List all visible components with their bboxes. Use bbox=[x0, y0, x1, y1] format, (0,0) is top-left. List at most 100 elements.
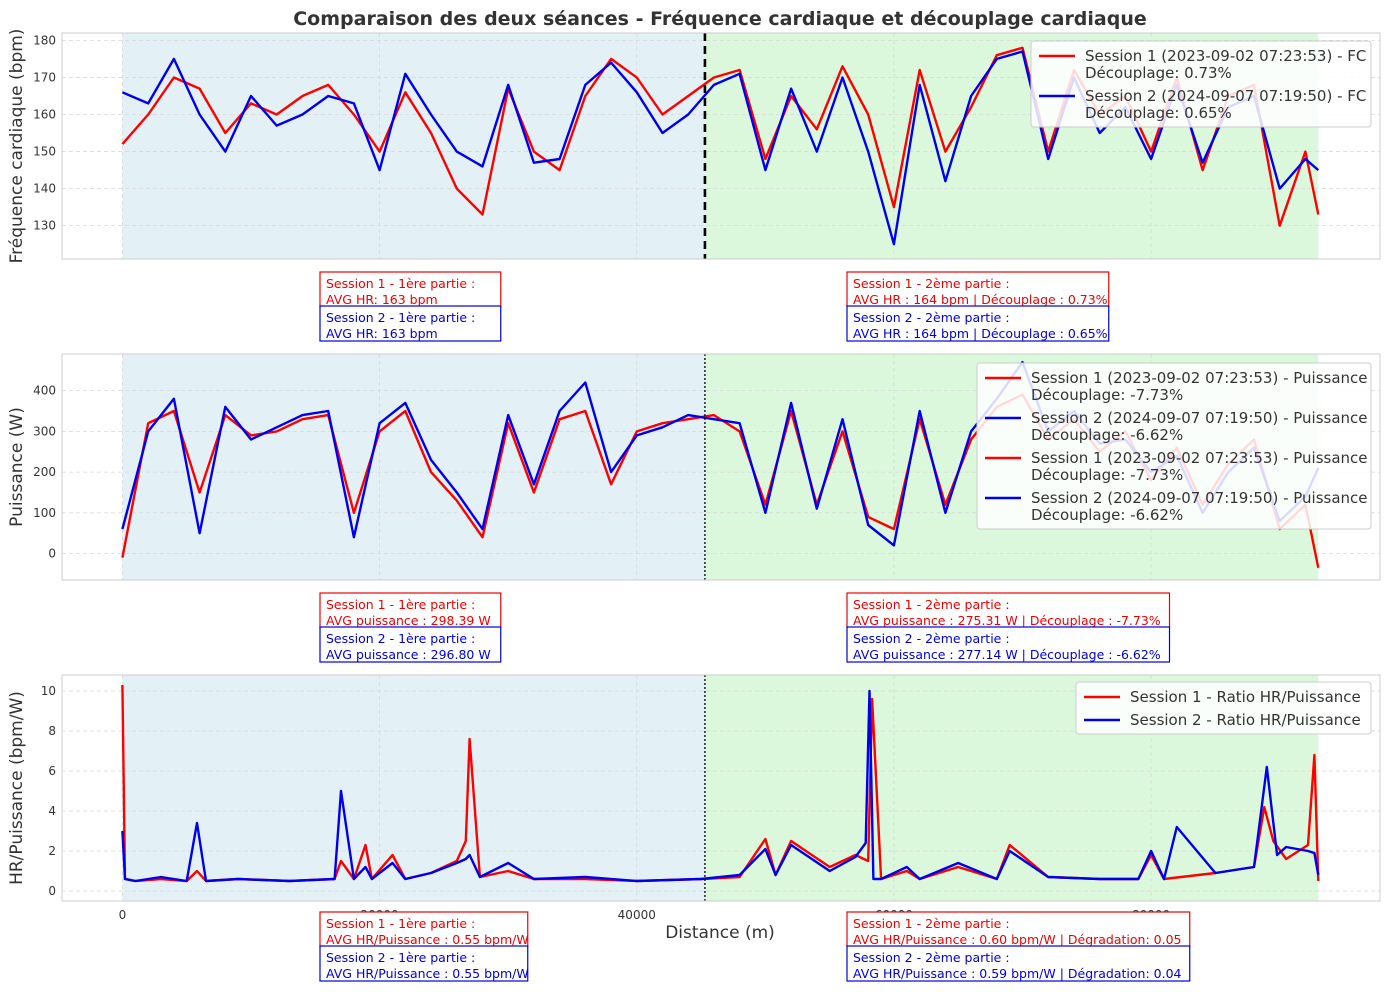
ratio-legend: Session 1 - Ratio HR/Puissance Session 2 … bbox=[1075, 681, 1372, 735]
figure-title: Comparaison des deux séances - Fréquence… bbox=[293, 8, 1147, 30]
power-y-tick-label: 300 bbox=[33, 424, 56, 438]
power-legend: Session 1 (2023-09-02 07:23:53) - Puissa… bbox=[976, 362, 1372, 530]
hr-legend-label-2: Découplage: 0.65% bbox=[1085, 104, 1232, 122]
hr-annotation-box bbox=[319, 305, 502, 342]
hr-annotation-s2-first: Session 2 - 1ère partie :AVG HR: 163 bpm bbox=[319, 305, 502, 342]
ratio-annotation-text: Session 1 - 2ème partie : bbox=[853, 916, 1010, 931]
ratio-annotation-box bbox=[846, 911, 1191, 948]
power-annotation-text: Session 2 - 2ème partie : bbox=[853, 631, 1010, 646]
ratio-legend-label-2: Session 2 - Ratio HR/Puissance bbox=[1130, 711, 1361, 729]
power-axes-frame bbox=[61, 353, 1381, 581]
ratio-annotation-box bbox=[846, 945, 1191, 982]
power-annotation-s2-first: Session 2 - 1ère partie :AVG puissance :… bbox=[319, 626, 502, 663]
ratio-legend-label-1: Session 1 - Ratio HR/Puissance bbox=[1130, 688, 1361, 706]
hr-y-axis-label: Fréquence cardiaque (bpm) bbox=[7, 29, 27, 264]
ratio-first-half-region bbox=[122, 675, 705, 901]
hr-annotation-text: Session 2 - 2ème partie : bbox=[853, 310, 1010, 325]
power-legend-label-4: Session 2 (2024-09-07 07:19:50) - Puissa… bbox=[1031, 489, 1368, 507]
ratio-y-tick-label: 8 bbox=[48, 724, 56, 738]
hr-axes-frame bbox=[61, 32, 1381, 260]
hr-annotation-text: AVG HR: 163 bpm bbox=[326, 292, 438, 307]
ratio-y-tick-label: 0 bbox=[48, 884, 56, 898]
power-panel: 0 100 200 300 400 Puissance (W) Session 1 (202… bbox=[7, 353, 1381, 663]
hr-y-tick-label: 130 bbox=[33, 219, 56, 233]
hr-annotation-text: AVG HR: 163 bpm bbox=[326, 326, 438, 341]
power-annotation-box bbox=[846, 592, 1171, 629]
ratio-annotation-text: Session 2 - 2ème partie : bbox=[853, 950, 1010, 965]
hr-panel: 130 140 150 160 170 180 Fréquence cardiaque (b… bbox=[7, 29, 1381, 342]
hr-legend-label-2: Session 2 (2024-09-07 07:19:50) - FC bbox=[1085, 87, 1366, 105]
power-annotation-box bbox=[319, 626, 502, 663]
power-legend-box bbox=[976, 362, 1372, 530]
hr-annotation-text: AVG HR : 164 bpm | Découplage : 0.65% bbox=[853, 326, 1108, 341]
hr-annotation-text: AVG HR : 164 bpm | Découplage : 0.73% bbox=[853, 292, 1108, 307]
ratio-y-tick-label: 4 bbox=[48, 804, 56, 818]
hr-y-tick-label: 180 bbox=[33, 33, 56, 47]
hr-y-tick-label: 150 bbox=[33, 145, 56, 159]
power-annotation-text: AVG puissance : 296.80 W bbox=[326, 647, 491, 662]
ratio-legend-box bbox=[1075, 681, 1372, 735]
power-legend-label-4: Découplage: -6.62% bbox=[1031, 506, 1183, 524]
hr-annotation-s1-second: Session 1 - 2ème partie :AVG HR : 164 bp… bbox=[846, 271, 1110, 308]
hr-legend-label-1: Session 1 (2023-09-02 07:23:53) - FC bbox=[1085, 47, 1366, 65]
hr-annotation-text: Session 1 - 1ère partie : bbox=[326, 276, 475, 291]
power-annotation-text: Session 1 - 1ère partie : bbox=[326, 597, 475, 612]
hr-first-half-region bbox=[122, 33, 705, 259]
power-legend-label-3: Découplage: -7.73% bbox=[1031, 466, 1183, 484]
ratio-panel: 0246810020000400006000080000HR/Puissance… bbox=[7, 674, 1381, 982]
power-annotation-text: Session 1 - 2ème partie : bbox=[853, 597, 1010, 612]
hr-legend-box bbox=[1030, 40, 1372, 128]
ratio-annotation-text: Session 2 - 1ère partie : bbox=[326, 950, 475, 965]
hr-legend-label-1: Découplage: 0.73% bbox=[1085, 64, 1232, 82]
hr-y-tick-label: 140 bbox=[33, 182, 56, 196]
power-legend-label-2: Découplage: -6.62% bbox=[1031, 426, 1183, 444]
power-annotation-text: AVG puissance : 275.31 W | Découplage : … bbox=[853, 613, 1161, 628]
power-legend-label-1: Découplage: -7.73% bbox=[1031, 386, 1183, 404]
hr-y-tick-label: 160 bbox=[33, 108, 56, 122]
hr-annotation-text: Session 2 - 1ère partie : bbox=[326, 310, 475, 325]
hr-legend: Session 1 (2023-09-02 07:23:53) - FCDéco… bbox=[1030, 40, 1372, 128]
hr-y-tick-label: 170 bbox=[33, 70, 56, 84]
ratio-annotation-text: AVG HR/Puissance : 0.55 bpm/W bbox=[326, 932, 529, 947]
ratio-annotation-s2-second: Session 2 - 2ème partie :AVG HR/Puissanc… bbox=[846, 945, 1191, 982]
ratio-y-tick-label: 2 bbox=[48, 844, 56, 858]
ratio-annotation-box bbox=[319, 911, 529, 948]
ratio-annotation-s2-first: Session 2 - 1ère partie :AVG HR/Puissanc… bbox=[319, 945, 529, 982]
ratio-y-axis-label: HR/Puissance (bpm/W) bbox=[7, 691, 27, 885]
ratio-y-tick-label: 6 bbox=[48, 764, 56, 778]
ratio-annotation-s1-first: Session 1 - 1ère partie :AVG HR/Puissanc… bbox=[319, 911, 529, 948]
power-y-tick-label: 200 bbox=[33, 465, 56, 479]
power-legend-label-3: Session 1 (2023-09-02 07:23:53) - Puissa… bbox=[1031, 449, 1368, 467]
ratio-series-group bbox=[121, 684, 1320, 883]
power-annotation-s1-second: Session 1 - 2ème partie :AVG puissance :… bbox=[846, 592, 1171, 629]
ratio-x-tick-label: 40000 bbox=[618, 908, 656, 922]
power-y-tick-label: 100 bbox=[33, 506, 56, 520]
power-annotation-s2-second: Session 2 - 2ème partie :AVG puissance :… bbox=[846, 626, 1171, 663]
hr-annotation-s2-second: Session 2 - 2ème partie :AVG HR : 164 bp… bbox=[846, 305, 1110, 342]
ratio-y-tick-label: 10 bbox=[41, 684, 56, 698]
power-annotation-text: AVG puissance : 277.14 W | Découplage : … bbox=[853, 647, 1161, 662]
ratio-series-2-line bbox=[121, 689, 1320, 883]
power-annotation-text: Session 2 - 1ère partie : bbox=[326, 631, 475, 646]
ratio-annotation-text: AVG HR/Puissance : 0.60 bpm/W | Dégradat… bbox=[853, 932, 1182, 947]
power-legend-label-2: Session 2 (2024-09-07 07:19:50) - Puissa… bbox=[1031, 409, 1368, 427]
hr-annotation-box bbox=[846, 305, 1110, 342]
power-annotation-box bbox=[319, 592, 502, 629]
ratio-annotation-s1-second: Session 1 - 2ème partie :AVG HR/Puissanc… bbox=[846, 911, 1191, 948]
power-legend-label-1: Session 1 (2023-09-02 07:23:53) - Puissa… bbox=[1031, 369, 1368, 387]
ratio-annotation-text: Session 1 - 1ère partie : bbox=[326, 916, 475, 931]
hr-annotation-text: Session 1 - 2ème partie : bbox=[853, 276, 1010, 291]
x-axis-label: Distance (m) bbox=[665, 923, 775, 943]
power-annotation-text: AVG puissance : 298.39 W bbox=[326, 613, 491, 628]
power-annotation-box bbox=[846, 626, 1171, 663]
power-y-tick-label: 0 bbox=[48, 547, 56, 561]
ratio-annotation-text: AVG HR/Puissance : 0.55 bpm/W bbox=[326, 966, 529, 981]
ratio-x-tick-label: 0 bbox=[119, 908, 127, 922]
hr-annotation-s1-first: Session 1 - 1ère partie :AVG HR: 163 bpm bbox=[319, 271, 502, 308]
hr-annotation-box bbox=[846, 271, 1110, 308]
ratio-annotation-text: AVG HR/Puissance : 0.59 bpm/W | Dégradat… bbox=[853, 966, 1182, 981]
ratio-axes-frame bbox=[61, 674, 1381, 902]
power-annotation-s1-first: Session 1 - 1ère partie :AVG puissance :… bbox=[319, 592, 502, 629]
ratio-annotation-box bbox=[319, 945, 529, 982]
